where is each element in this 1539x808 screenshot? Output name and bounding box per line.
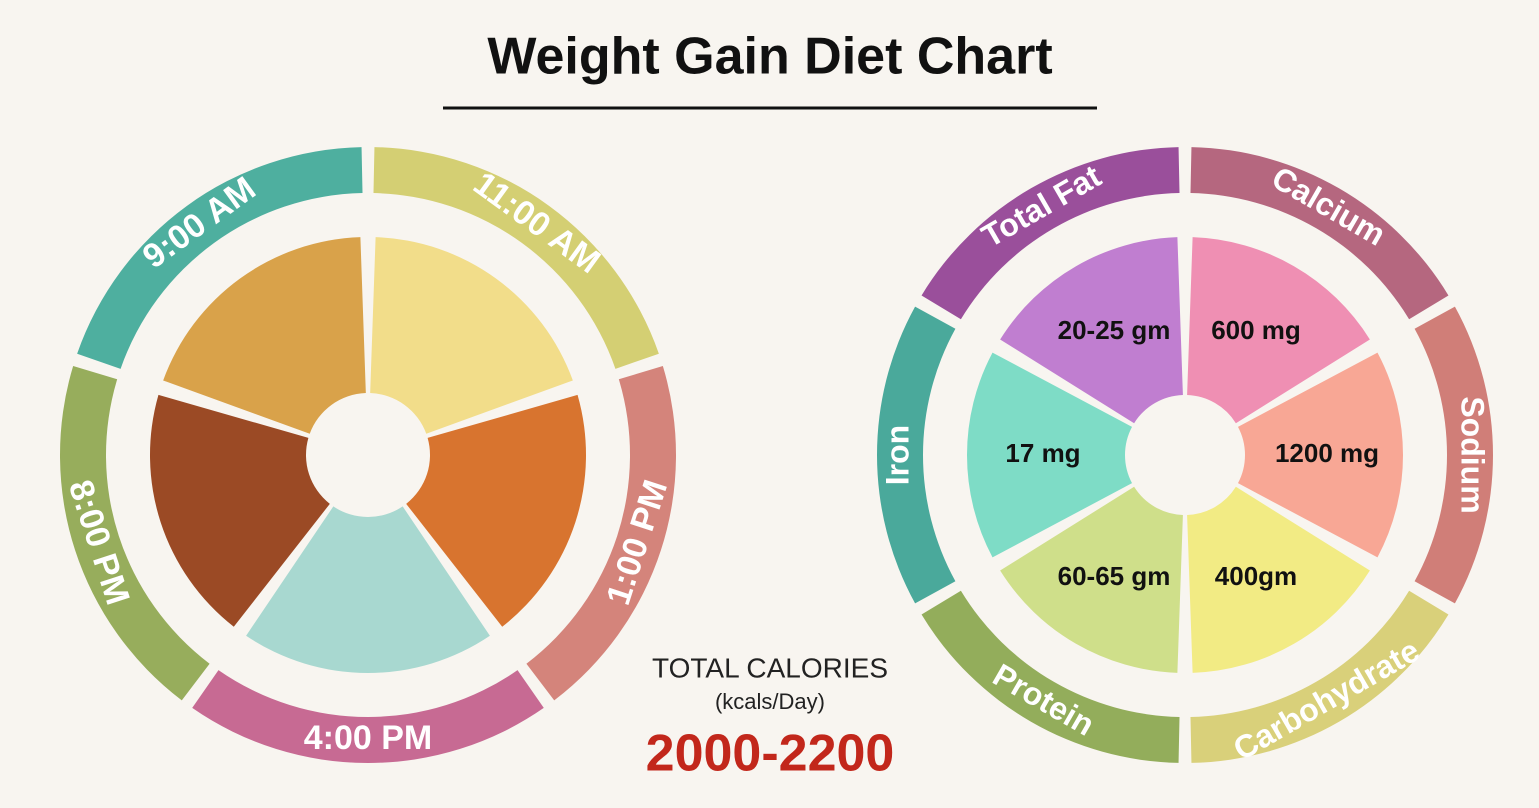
nutrient-amount: 1200 mg [1275, 438, 1379, 468]
meal-ring-segment [192, 670, 544, 763]
food-image [370, 237, 573, 434]
nutrient-amount: 400gm [1215, 561, 1297, 591]
meal-ring-segment [373, 147, 659, 369]
nutrient-amount: 60-65 gm [1058, 561, 1171, 591]
ring-label: 4:00 PM [304, 719, 433, 757]
food-image [406, 394, 586, 627]
meal-ring-segment [77, 147, 363, 369]
nutrient-wedge [1000, 237, 1183, 424]
nutrient-ring-segment [1190, 147, 1449, 320]
food-image [163, 237, 366, 434]
ring-label: Sodium [1455, 396, 1491, 513]
nutrient-wedge [1237, 352, 1403, 558]
ring-label: Iron [879, 425, 915, 485]
title: Weight Gain Diet Chart [487, 28, 1052, 86]
nutrient-ring-segment [877, 306, 956, 604]
calories-label: TOTAL CALORIES [652, 652, 888, 683]
nutrient-amount: 20-25 gm [1058, 315, 1171, 345]
calories-value: 2000-2200 [646, 725, 895, 783]
meal-ring-segment [59, 365, 210, 701]
nutrient-amount: 17 mg [1005, 438, 1080, 468]
meal-ring-segment [526, 365, 677, 701]
nutrient-amount: 600 mg [1211, 315, 1301, 345]
food-image [149, 394, 330, 627]
nutrient-ring-segment [1190, 590, 1449, 763]
nutrient-wedge [1000, 486, 1183, 673]
nutrient-wedge [966, 352, 1133, 558]
nutrient-wedge [1187, 486, 1370, 673]
nutrient-ring-segment [921, 147, 1180, 320]
nutrient-ring-segment [1414, 306, 1493, 604]
nutrient-ring-segment [921, 590, 1180, 763]
nutrient-wedge [1187, 237, 1370, 424]
calories-unit: (kcals/Day) [715, 689, 825, 714]
food-image [246, 506, 490, 673]
